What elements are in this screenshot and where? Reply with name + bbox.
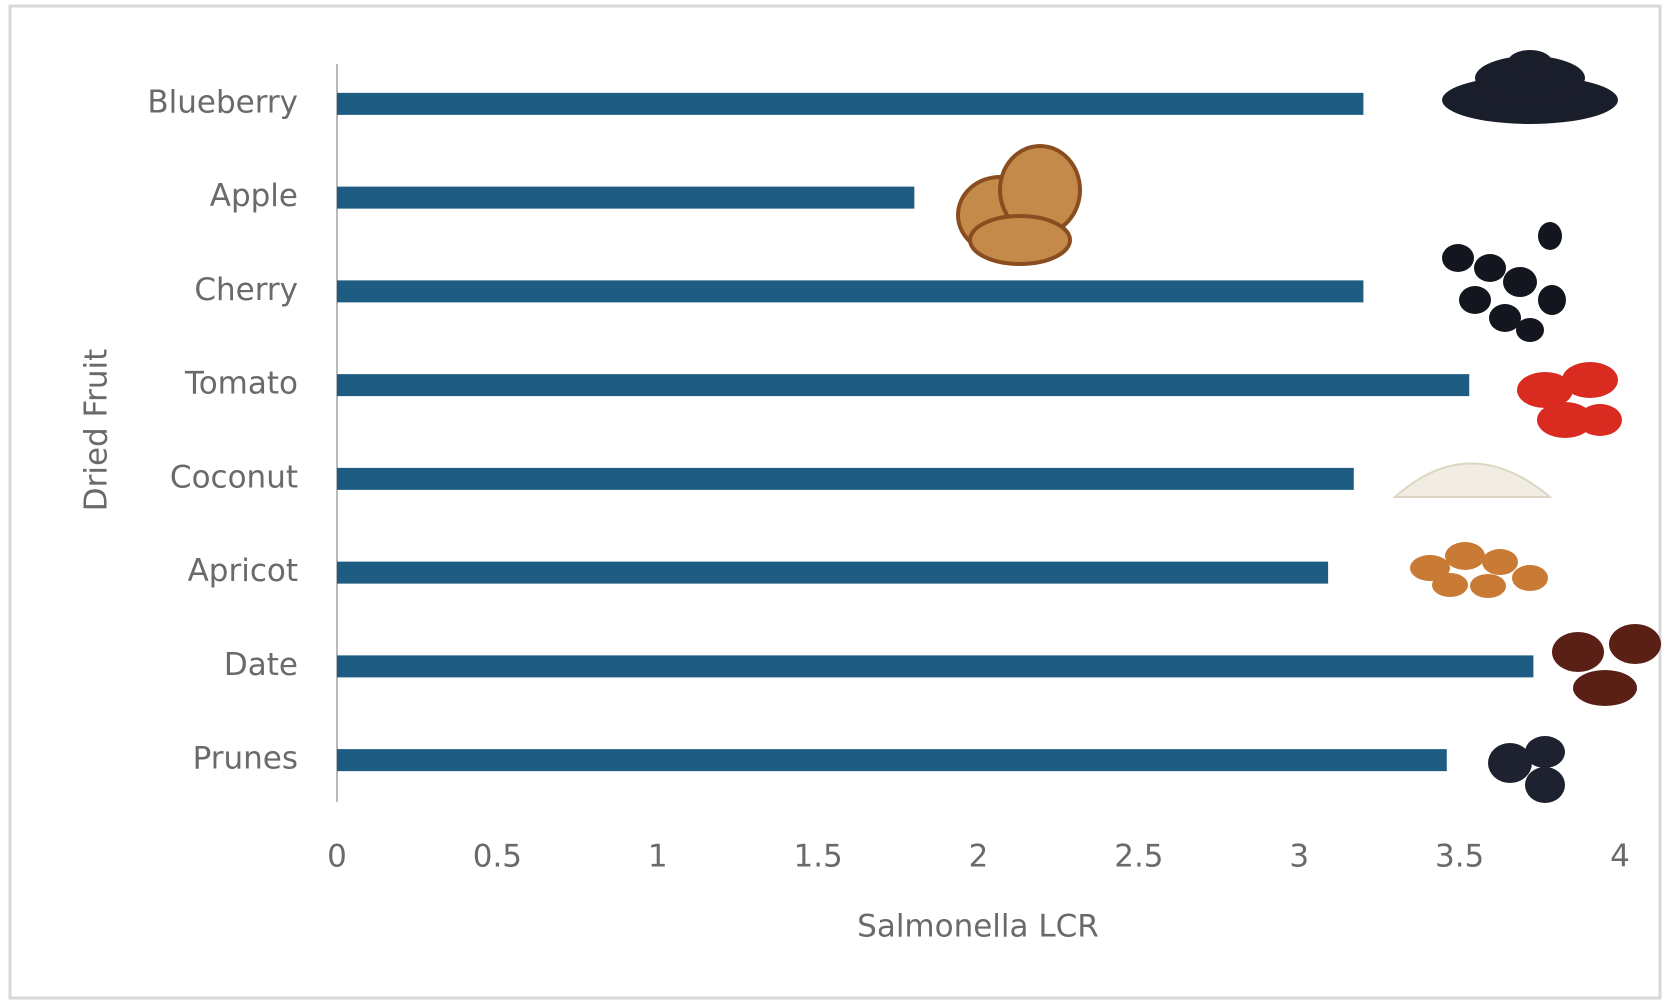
- x-tick-label: 1.5: [793, 839, 842, 875]
- bar: [337, 749, 1447, 772]
- y-tick-label: Blueberry: [147, 84, 298, 120]
- apricot-picture: [1410, 542, 1548, 598]
- x-tick-label: 2.5: [1114, 839, 1163, 875]
- bar: [337, 561, 1329, 584]
- bar: [337, 374, 1470, 397]
- x-tick-label: 2: [969, 839, 989, 875]
- y-tick-label: Apple: [210, 178, 298, 214]
- y-tick-label: Date: [224, 647, 298, 683]
- x-tick-label: 3.5: [1435, 839, 1484, 875]
- date-picture: [1552, 624, 1661, 706]
- x-tick-label: 0.5: [473, 839, 522, 875]
- y-tick-label: Apricot: [188, 553, 298, 589]
- bar: [337, 280, 1364, 303]
- y-tick-label: Cherry: [194, 272, 298, 308]
- cherry-picture: [1442, 222, 1566, 342]
- y-tick-label: Coconut: [170, 459, 298, 495]
- x-tick-label: 0: [327, 839, 347, 875]
- apple-picture: [956, 144, 1082, 266]
- chart-frame: [8, 4, 1662, 1000]
- x-tick-label: 4: [1610, 839, 1630, 875]
- y-tick-label: Tomato: [184, 366, 298, 402]
- coconut-picture: [1392, 462, 1553, 498]
- bar: [337, 655, 1534, 678]
- prunes-picture: [1488, 736, 1565, 803]
- y-tick-label: Prunes: [193, 741, 298, 777]
- y-axis-title: Dried Fruit: [79, 349, 115, 512]
- bar: [337, 467, 1354, 490]
- bar: [337, 186, 915, 209]
- x-tick-label: 3: [1289, 839, 1309, 875]
- x-tick-label: 1: [648, 839, 668, 875]
- blueberry-picture: [1442, 50, 1618, 124]
- tomato-picture: [1517, 362, 1622, 438]
- bar: [337, 92, 1364, 115]
- x-axis-title: Salmonella LCR: [857, 909, 1099, 945]
